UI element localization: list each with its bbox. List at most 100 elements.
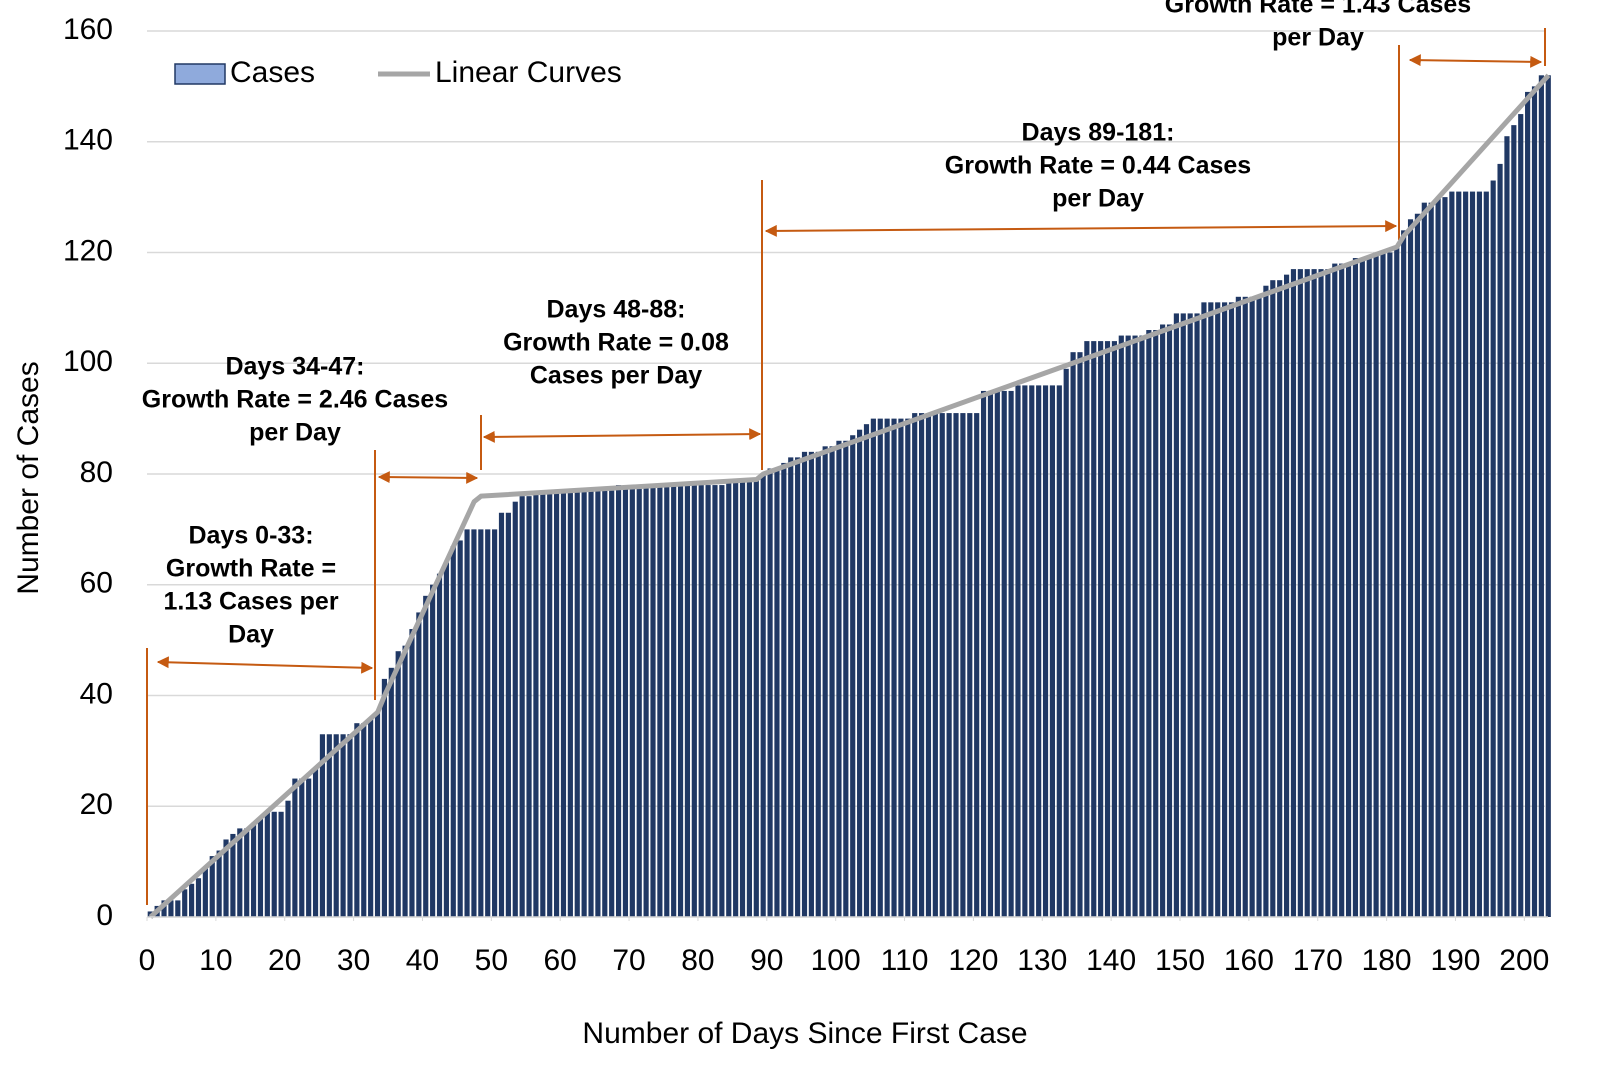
bar [1387,252,1393,917]
bar [746,479,752,917]
bar [195,878,202,917]
bar [1339,263,1345,917]
bar [560,490,567,917]
bar [285,800,291,917]
bar [1469,191,1476,917]
bar [1180,313,1186,918]
bar [505,512,511,917]
bar [533,490,539,917]
bar [829,446,835,917]
annotation: Growth Rate = 1.43 Cases [1165,0,1471,19]
bar [1414,213,1421,918]
bar [1249,296,1255,917]
bar [1538,75,1544,918]
bar [450,545,456,917]
bar [650,485,656,917]
bar [643,485,649,917]
bar [774,468,780,917]
x-tick-label: 80 [681,944,714,977]
bar [932,413,938,917]
bar [1401,230,1407,918]
bar [257,817,264,917]
bar [278,811,284,917]
bar [423,595,429,917]
bar [1290,269,1297,917]
bar [436,573,443,917]
x-tick-label: 130 [1017,944,1067,977]
bar [1373,252,1379,917]
x-tick-label: 60 [544,944,577,977]
annotation: per Day [1052,185,1144,213]
bar [312,767,319,917]
bar [1022,385,1028,917]
bar [457,540,463,917]
bar [1125,335,1131,917]
x-tick-label: 70 [612,944,645,977]
bar [1118,335,1124,917]
x-tick-label: 50 [475,944,508,977]
bar [967,413,973,917]
bar [168,900,174,917]
bar [1153,330,1159,917]
annotation: Growth Rate = 0.08 [503,329,729,357]
bar [629,485,635,917]
bar [753,479,759,917]
bar [857,429,863,917]
bar [822,446,828,917]
bar [1132,335,1138,917]
bar [416,612,422,917]
annotation: Days 48-88: [547,296,686,324]
x-tick-label: 200 [1499,944,1549,977]
bar [726,479,732,917]
bar [519,496,525,917]
x-tick-label: 150 [1155,944,1205,977]
bar [443,562,449,917]
x-axis-title: Number of Days Since First Case [582,1017,1027,1050]
bar [1187,313,1193,918]
bar [1063,368,1069,918]
bar [1008,390,1014,917]
bar [368,717,374,917]
bar [189,883,195,917]
brackets [146,28,1546,905]
bar [1049,385,1056,917]
bar [953,413,959,917]
bar [161,900,167,917]
bar [905,418,911,917]
y-tick-label: 60 [80,567,113,600]
bar [209,856,215,917]
bar [361,723,367,917]
bar [326,734,332,917]
x-tick-label: 10 [199,944,232,977]
bar [863,424,870,917]
bar [836,440,842,917]
bar [636,485,642,917]
bar [1270,280,1276,917]
bar [1476,191,1482,917]
y-tick-label: 40 [80,677,113,710]
annotation: Growth Rate = [166,555,336,583]
bar [918,413,925,917]
bar [581,490,587,917]
annotation: Day [228,621,274,649]
bar [691,485,697,917]
bar [994,390,1000,917]
bar [264,811,270,917]
bar [733,479,739,917]
legend-label: Cases [230,56,315,89]
bar [567,490,573,917]
x-tick-label: 120 [948,944,998,977]
bar [671,485,677,917]
bar [1222,302,1228,917]
bar [781,462,787,917]
bar [292,778,298,917]
bar [1518,114,1524,917]
bar [870,418,876,917]
bar [960,413,966,917]
bar [1036,385,1042,917]
bar [705,485,711,917]
bar [1497,163,1503,917]
bar [381,678,388,917]
bar [512,501,518,917]
